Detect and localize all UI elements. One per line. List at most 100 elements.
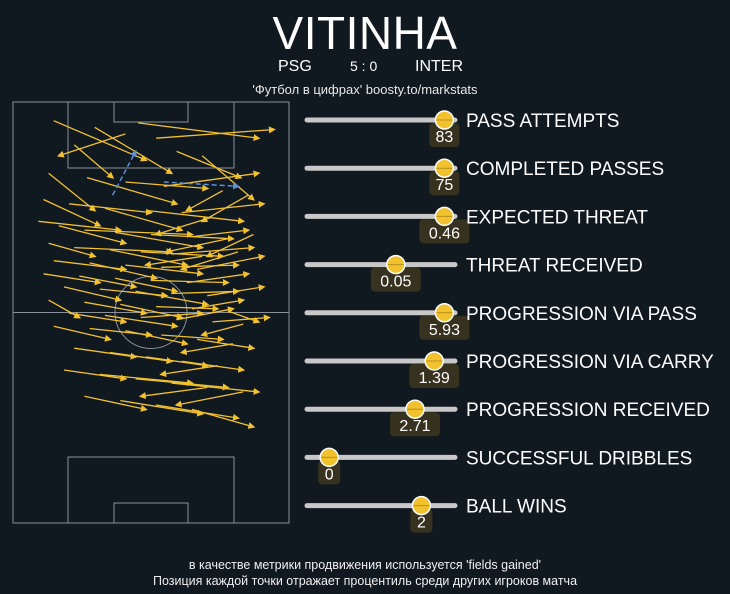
pass-arrow: [63, 286, 123, 303]
pass-arrow: [171, 244, 256, 255]
metric-label: PROGRESSION VIA PASS: [466, 304, 697, 325]
metric-value: 75: [436, 177, 454, 194]
pass-arrow: [73, 144, 115, 179]
pass-arrow: [48, 242, 97, 259]
metric-label: PROGRESSION VIA CARRY: [466, 352, 714, 373]
pass-arrow: [74, 246, 174, 256]
value-badge: [410, 508, 433, 533]
pass-arrow: [145, 209, 246, 225]
pass-arrow: [94, 126, 174, 175]
pass-arrow: [143, 255, 203, 268]
pass-arrow: [161, 261, 240, 269]
pass-arrow: [205, 233, 254, 258]
pass-arrow: [150, 233, 235, 243]
pass-arrow: [176, 150, 243, 179]
pass-arrow: [212, 314, 271, 323]
pass-arrow: [63, 369, 128, 382]
pass-arrows: [38, 120, 276, 429]
match-score: 5 : 0: [350, 58, 378, 74]
pass-arrow: [38, 220, 123, 234]
value-badge: [318, 460, 341, 485]
pass-arrow: [163, 170, 261, 187]
footer-note-percentile: Позиция каждой точки отражает процентиль…: [152, 574, 578, 588]
pass-arrow: [104, 207, 184, 233]
top-goal-box: [113, 101, 189, 123]
bottom-penalty-box: [67, 456, 235, 524]
pass-arrow: [43, 273, 102, 286]
pass-arrow: [185, 190, 224, 212]
pass-arrow: [191, 408, 256, 429]
pass-arrow: [207, 284, 266, 297]
value-badge: [390, 412, 440, 437]
metric-label: SUCCESSFUL DRIBBLES: [466, 448, 692, 469]
metric-value: 0.05: [380, 274, 411, 291]
metric-label: PROGRESSION RECEIVED: [466, 400, 710, 421]
pass-arrow: [140, 251, 225, 260]
pass-arrow: [171, 382, 261, 395]
pass-arrow: [176, 306, 235, 321]
pass-arrow: [135, 378, 230, 391]
pass-arrow: [115, 277, 179, 294]
bottom-goal-box: [113, 502, 189, 524]
carry-arrows: [111, 149, 240, 196]
pass-arrow: [79, 275, 138, 290]
away-team: INTER: [415, 58, 463, 75]
metric-value: 5.93: [429, 322, 460, 339]
metric-label: PASS ATTEMPTS: [466, 111, 619, 132]
value-badge: [370, 267, 421, 292]
metric-value: 0.46: [429, 225, 460, 242]
value-badge: [419, 315, 470, 340]
pass-arrow: [69, 312, 128, 325]
pass-arrow: [164, 238, 228, 255]
metric-value: 83: [436, 129, 454, 146]
pass-arrow: [109, 351, 174, 365]
home-team: PSG: [278, 58, 312, 75]
metric-value: 0: [325, 466, 334, 483]
pass-arrow: [74, 347, 138, 360]
pass-arrow: [145, 356, 210, 369]
pass-arrow: [179, 343, 234, 356]
value-badge: [429, 123, 460, 147]
pass-arrow: [181, 200, 266, 214]
pass-arrow: [84, 229, 194, 238]
top-penalty-box: [67, 101, 235, 169]
pass-arrow: [171, 287, 240, 295]
pass-arrow: [186, 271, 251, 284]
pass-arrow: [69, 203, 153, 216]
pass-arrow: [84, 301, 148, 316]
pass-arrow: [86, 176, 179, 206]
metric-value: 2: [417, 515, 426, 532]
pass-arrow: [125, 330, 189, 347]
pass-arrow: [48, 299, 82, 319]
pass-arrow: [125, 264, 205, 277]
pass-arrow: [58, 225, 128, 246]
metric-label: COMPLETED PASSES: [466, 159, 664, 180]
pass-arrow: [191, 227, 251, 238]
pass-arrow: [99, 373, 194, 387]
pass-arrow: [48, 172, 97, 212]
pass-arrow: [138, 122, 261, 142]
pass-arrow: [135, 290, 210, 307]
carry-arrow: [163, 181, 240, 190]
pass-arrow: [53, 325, 112, 342]
pass-arrow: [161, 334, 225, 343]
pass-arrow: [196, 253, 266, 271]
pass-arrow: [196, 338, 256, 351]
pass-arrow: [181, 360, 246, 373]
pass-arrow: [104, 314, 179, 330]
pass-arrow: [125, 181, 210, 192]
carry-arrow: [111, 149, 137, 196]
pass-arrow: [43, 198, 102, 227]
metric-label: BALL WINS: [466, 497, 567, 518]
value-badge: [429, 171, 460, 196]
source-credit: 'Футбол в цифрах' boosty.to/markstats: [252, 82, 478, 97]
pass-arrow: [159, 365, 218, 378]
pass-arrow: [155, 404, 240, 421]
pass-arrow: [115, 231, 205, 251]
pass-arrow: [156, 126, 276, 139]
metric-value: 2.71: [399, 418, 430, 435]
pass-arrow: [109, 249, 189, 268]
metric-label: EXPECTED THREAT: [466, 207, 648, 228]
value-badge: [409, 364, 460, 388]
